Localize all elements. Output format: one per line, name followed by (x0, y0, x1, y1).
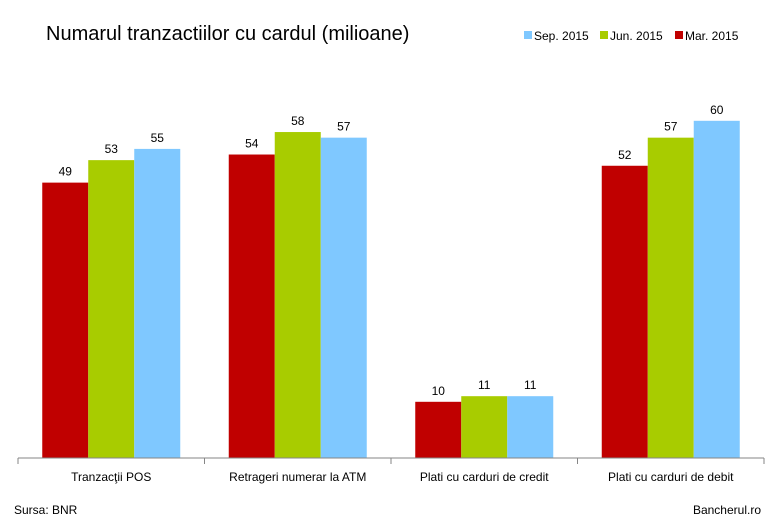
legend-label: Mar. 2015 (685, 29, 739, 43)
category-label: Retrageri numerar la ATM (229, 470, 366, 484)
data-label: 52 (618, 148, 632, 162)
x-axis: Tranzacţii POS Retrageri numerar la ATM Pl… (17, 457, 765, 484)
data-label: 11 (478, 378, 491, 392)
data-label: 57 (337, 120, 351, 134)
bar (274, 132, 321, 459)
category-label: Tranzacţii POS (71, 470, 151, 484)
chart-title: Numarul tranzactiilor cu cardul (milioan… (46, 23, 409, 45)
data-label: 53 (105, 142, 119, 156)
data-label: 10 (432, 384, 446, 398)
data-label: 49 (59, 165, 73, 179)
bars-group: 49 53 55 54 58 57 10 11 11 52 57 60 (42, 103, 740, 459)
data-label: 58 (291, 114, 305, 128)
bar (42, 182, 89, 458)
category-label: Plati cu carduri de debit (608, 470, 734, 484)
source-note: Sursa: BNR (14, 503, 78, 517)
legend-swatch (675, 31, 683, 39)
brand-label: Bancherul.ro (692, 503, 761, 517)
category-label: Plati cu carduri de credit (420, 470, 549, 484)
bar (647, 137, 694, 458)
bar (415, 401, 462, 458)
legend-label: Jun. 2015 (610, 29, 663, 43)
bar (601, 165, 648, 458)
legend-swatch (524, 31, 532, 39)
bar (461, 396, 508, 458)
bar (320, 137, 367, 458)
legend-label: Sep. 2015 (534, 29, 589, 43)
data-label: 60 (710, 103, 724, 117)
data-label: 11 (524, 378, 537, 392)
legend-swatch (600, 31, 608, 39)
bar (88, 160, 135, 458)
bar (507, 396, 554, 458)
legend: Sep. 2015 Jun. 2015 Mar. 2015 (524, 29, 739, 43)
bar (134, 148, 181, 458)
data-label: 57 (664, 120, 678, 134)
data-label: 54 (245, 137, 259, 151)
bar (228, 154, 275, 458)
data-label: 55 (151, 131, 165, 145)
bar (693, 120, 740, 459)
